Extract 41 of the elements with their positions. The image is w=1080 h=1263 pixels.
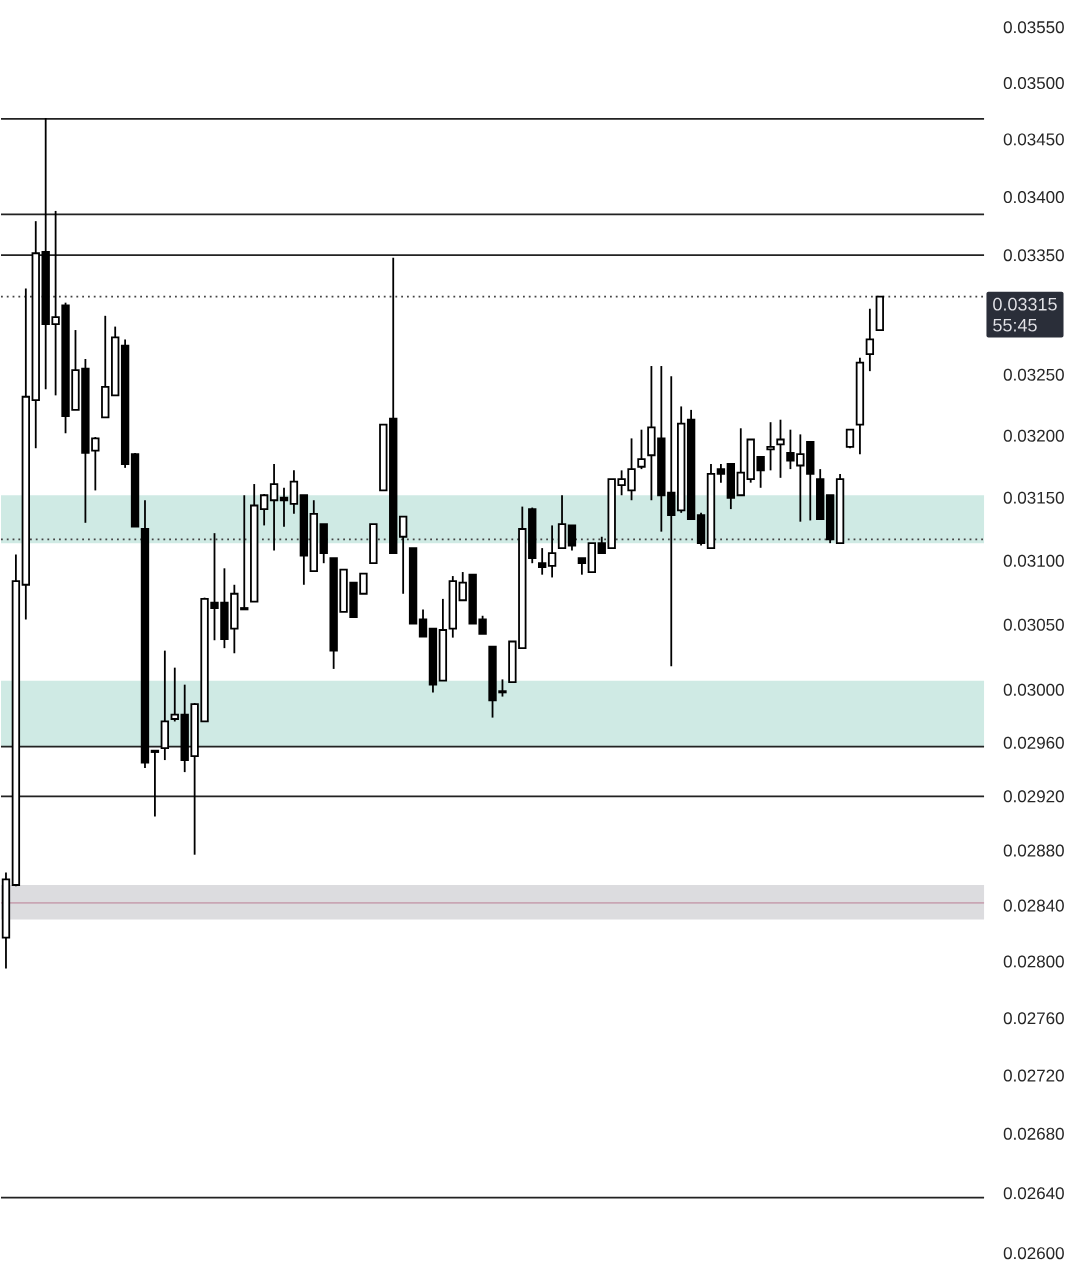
y-tick-label: 0.03350 (1003, 249, 1064, 262)
y-tick-label: 0.03100 (1003, 554, 1064, 567)
y-tick-label: 0.02680 (1003, 1127, 1064, 1140)
candlestick (170, 666, 179, 723)
candlestick (567, 524, 577, 552)
y-tick-label: 0.03450 (1003, 133, 1064, 146)
candlestick (776, 418, 785, 479)
y-tick-label: 0.03550 (1003, 21, 1064, 34)
candlestick (716, 463, 726, 484)
candlestick (538, 547, 547, 576)
y-tick-label: 0.02720 (1003, 1069, 1064, 1082)
y-tick-label: 0.03000 (1003, 683, 1064, 696)
candlestick (259, 493, 269, 527)
y-tick-label: 0.03050 (1003, 618, 1064, 631)
y-tick-label: 0.02880 (1003, 844, 1064, 857)
y-tick-label: 0.02960 (1003, 736, 1064, 749)
candlestick (289, 469, 299, 515)
candlestick (150, 749, 160, 818)
y-tick-label: 0.02920 (1003, 790, 1064, 803)
y-tick-label: 0.02600 (1003, 1247, 1064, 1260)
y-tick-label: 0.03250 (1003, 368, 1064, 381)
y-tick-label: 0.02840 (1003, 899, 1064, 912)
y-tick-label: 0.03500 (1003, 77, 1064, 90)
y-tick-label: 0.02800 (1003, 955, 1064, 968)
candlestick (637, 428, 646, 471)
candlestick (279, 486, 289, 528)
candlestick (736, 427, 745, 497)
candlestick (766, 421, 775, 472)
text: 55:45 (993, 319, 1037, 332)
candlestick (398, 515, 408, 595)
candlestick (418, 608, 428, 638)
y-tick-label: 0.02760 (1003, 1012, 1064, 1025)
candlestick (547, 524, 557, 579)
y-tick-label: 0.02640 (1003, 1187, 1064, 1200)
y-tick-label: 0.03150 (1003, 491, 1064, 504)
y-tick-label: 0.03400 (1003, 191, 1064, 204)
candlestick (269, 463, 279, 552)
ref-line-label: 0.03315 (993, 297, 1057, 311)
candlestick (557, 494, 567, 550)
candlestick (865, 307, 875, 373)
y-tick-label: 0.03200 (1003, 429, 1064, 442)
